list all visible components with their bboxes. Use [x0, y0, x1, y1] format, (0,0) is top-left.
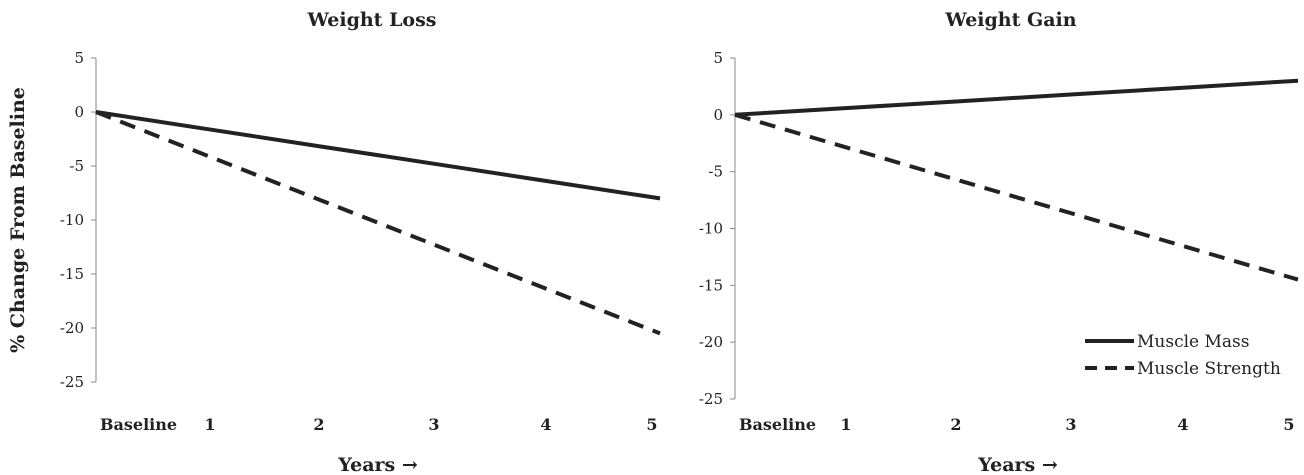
y-tick-label: -20 — [699, 333, 723, 351]
y-tick-label: -25 — [699, 390, 723, 408]
x-tick-label: 3 — [428, 415, 439, 434]
x-axis-label-weight-loss: Years → — [337, 454, 418, 475]
legend-label-muscle-mass: Muscle Mass — [1137, 332, 1250, 352]
x-tick-label: 4 — [540, 415, 551, 434]
series-line-muscle-mass-weight-gain — [734, 78, 1299, 117]
x-tick-label: 3 — [1065, 415, 1076, 434]
y-tick-label: -10 — [60, 211, 84, 229]
x-tick-label: 1 — [840, 415, 851, 434]
series-line-muscle-strength-weight-loss — [95, 110, 661, 336]
y-tick-label: 0 — [713, 106, 723, 124]
y-tick-label: -5 — [69, 157, 84, 175]
y-tick-label: 5 — [74, 49, 84, 67]
x-tick-label: 1 — [204, 415, 215, 434]
y-tick-label: 5 — [713, 49, 723, 67]
chart-title-weight-gain: Weight Gain — [944, 9, 1076, 31]
y-tick-label: -10 — [699, 220, 723, 238]
y-tick-label: -15 — [60, 265, 84, 283]
chart-title-weight-loss: Weight Loss — [306, 9, 436, 31]
y-tick-label: 0 — [74, 103, 84, 121]
x-tick-label: 5 — [646, 415, 657, 434]
legend-label-muscle-strength: Muscle Strength — [1137, 359, 1281, 379]
x-axis-label-weight-gain: Years → — [977, 454, 1058, 475]
x-tick-label: Baseline — [739, 415, 816, 434]
y-tick-label: -25 — [60, 373, 84, 391]
x-tick-label: Baseline — [100, 415, 177, 434]
x-tick-label: 5 — [1283, 415, 1294, 434]
y-axis-label: % Change From Baseline — [7, 87, 29, 353]
y-tick-label: -15 — [699, 276, 723, 294]
panel-weight-loss: Weight Loss 5 0 -5 -10 -15 -20 -25 Baseline 1 2 3 4 5… — [60, 9, 661, 475]
x-tick-label: 2 — [950, 415, 961, 434]
legend: Muscle Mass Muscle Strength — [1085, 332, 1281, 379]
y-tick-label: -20 — [60, 319, 84, 337]
series-line-muscle-mass-weight-loss — [95, 110, 661, 201]
series-line-muscle-strength-weight-gain — [734, 112, 1299, 282]
panel-weight-gain: Weight Gain 5 0 -5 -10 -15 -20 -25 Baseline 1 2 3 4 5… — [699, 9, 1299, 475]
x-tick-label: 2 — [313, 415, 324, 434]
x-tick-label: 4 — [1177, 415, 1188, 434]
y-tick-label: -5 — [708, 163, 723, 181]
